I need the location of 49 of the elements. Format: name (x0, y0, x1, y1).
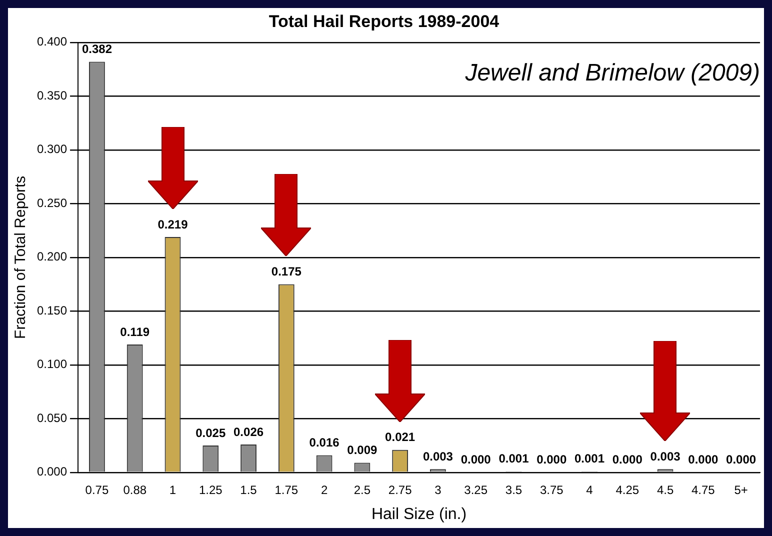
x-tick-label: 1.25 (198, 482, 223, 497)
data-label: 0.000 (460, 452, 492, 467)
data-label: 0.000 (536, 452, 567, 467)
x-tick-label: 0.75 (85, 482, 109, 497)
y-axis-title: Fraction of Total Reports (12, 176, 30, 339)
x-tick-label: 1 (169, 482, 176, 497)
y-tick-label: 0.400 (37, 34, 68, 49)
y-tick-label: 0.050 (37, 410, 68, 425)
y-tick-label: 0.350 (37, 88, 68, 102)
y-tick-label: 0.150 (37, 303, 68, 318)
y-tick-label: 0.250 (37, 196, 68, 210)
chart-title: Total Hail Reports 1989-2004 (268, 12, 500, 31)
x-tick-label: 4.5 (656, 482, 674, 497)
data-label: 0.000 (688, 452, 719, 467)
data-label: 0.003 (650, 449, 681, 464)
x-tick-label: 4.25 (616, 482, 640, 497)
data-label: 0.219 (158, 217, 188, 232)
annotation: Jewell and Brimelow (2009) (464, 59, 760, 86)
y-tick-label: 0.300 (37, 142, 68, 156)
x-tick-label: 5+ (734, 482, 748, 497)
data-label: 0.009 (347, 443, 378, 458)
x-tick-label: 3.5 (505, 482, 522, 497)
x-tick-label: 4 (586, 482, 594, 497)
x-tick-label: 2 (320, 482, 328, 497)
data-label: 0.001 (498, 452, 530, 466)
x-tick-label: 4.75 (691, 482, 716, 497)
x-tick-label: 0.88 (123, 482, 147, 497)
data-label: 0.000 (612, 452, 643, 467)
x-tick-label: 3 (434, 482, 442, 497)
data-label: 0.016 (309, 436, 340, 450)
data-label: 0.003 (422, 449, 454, 464)
x-tick-label: 1.5 (240, 482, 258, 497)
data-label: 0.001 (574, 452, 605, 466)
data-label: 0.382 (82, 42, 112, 56)
data-label: 0.119 (120, 324, 150, 339)
x-tick-label: 1.75 (274, 482, 298, 497)
y-tick-label: 0.100 (37, 357, 68, 372)
x-tick-label: 2.75 (388, 482, 412, 497)
y-tick-label: 0.200 (37, 250, 68, 264)
y-tick-label: 0.000 (37, 464, 68, 479)
data-label: 0.025 (196, 426, 226, 440)
x-axis-title: Hail Size (in.) (371, 506, 467, 523)
x-tick-label: 3.75 (540, 482, 564, 497)
data-label: 0.026 (234, 424, 264, 439)
data-label: 0.175 (271, 264, 302, 279)
data-label: 0.021 (385, 430, 416, 444)
x-tick-label: 3.25 (464, 482, 488, 497)
data-label: 0.000 (726, 452, 756, 467)
x-tick-label: 2.5 (354, 482, 371, 497)
